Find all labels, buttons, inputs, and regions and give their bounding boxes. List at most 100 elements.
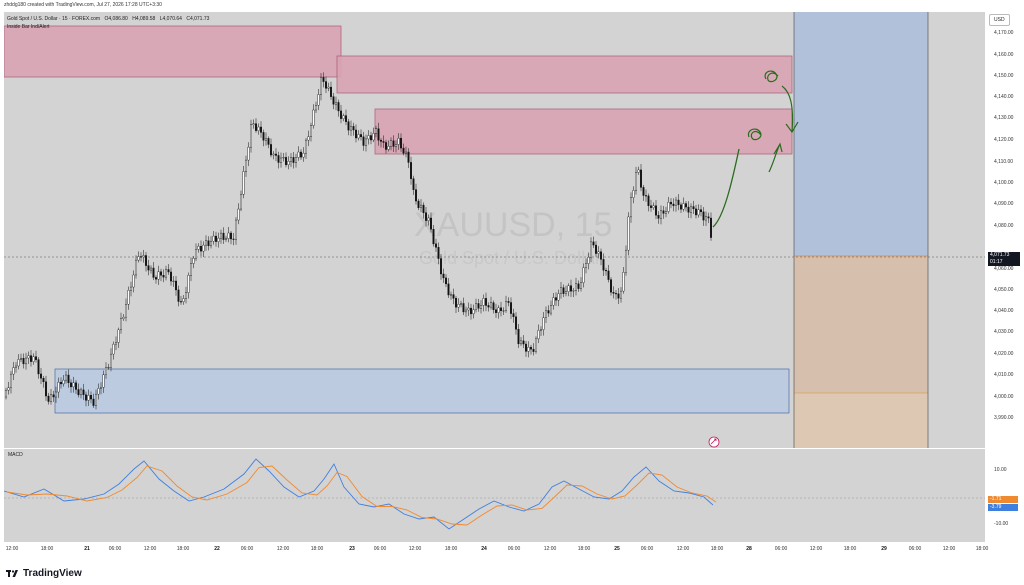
candle-body <box>672 203 675 206</box>
candle-body <box>142 255 145 258</box>
candle-body <box>477 303 480 309</box>
chart-credit: zhddg180 created with TradingView.com, J… <box>4 2 162 8</box>
price-axis-tick: 4,150.00 <box>994 73 1014 79</box>
candle-body <box>390 140 393 147</box>
stop-zone-lower <box>794 393 928 448</box>
candle-body <box>457 304 460 308</box>
symbol-name[interactable]: Gold Spot / U.S. Dollar · 15 · FOREX.com <box>7 16 101 22</box>
candle-body <box>570 285 573 292</box>
candle-body <box>520 340 523 345</box>
candle-body <box>397 137 400 145</box>
candle-body <box>645 195 648 197</box>
macd-pane[interactable] <box>4 449 985 542</box>
candle-body <box>157 271 160 280</box>
candle-body <box>154 277 157 280</box>
price-axis[interactable] <box>986 12 1024 542</box>
currency-button[interactable]: USD <box>989 14 1010 26</box>
symbol-info: Gold Spot / U.S. Dollar · 15 · FOREX.com… <box>7 16 212 22</box>
candle-body <box>562 287 565 294</box>
candle-body <box>209 240 212 247</box>
candle-body <box>129 286 132 291</box>
candle-body <box>377 128 380 141</box>
candle-body <box>270 144 273 156</box>
time-axis-tick: 12:00 <box>276 546 290 552</box>
candle-body <box>592 241 595 246</box>
last-price-value: 4,071.73 <box>990 252 1010 258</box>
candle-body <box>87 395 90 401</box>
candle-body <box>362 136 365 146</box>
candle-body <box>357 134 360 139</box>
candle-body <box>565 291 568 294</box>
candle-body <box>420 204 423 208</box>
ohlc-close: C4,071.73 <box>186 16 210 22</box>
candle-body <box>675 199 678 206</box>
candle-body <box>224 238 227 240</box>
candle-body <box>242 171 245 195</box>
candle-body <box>632 190 635 198</box>
handwritten-arrow-1 <box>768 142 783 173</box>
candle-body <box>590 241 593 258</box>
candle-body <box>702 211 705 221</box>
candle-body <box>320 77 323 95</box>
price-chart-canvas[interactable] <box>4 12 985 448</box>
candle-body <box>347 121 350 131</box>
candle-body <box>545 310 548 318</box>
candle-body <box>587 257 590 264</box>
candle-body <box>139 256 142 258</box>
candle-body <box>202 244 205 252</box>
candle-body <box>247 146 250 161</box>
candle-body <box>575 283 578 291</box>
ohlc-open: O4,086.80 <box>104 16 128 22</box>
candle-body <box>462 303 465 313</box>
candle-body <box>430 217 433 230</box>
candle-body <box>642 187 645 196</box>
candle-body <box>680 204 683 210</box>
candle-body <box>535 338 538 352</box>
candle-body <box>595 244 598 254</box>
price-chart-pane[interactable]: XAUUSD, 15 Gold Spot / U.S. Dollar <box>4 12 985 448</box>
footer-brand[interactable]: TradingView <box>6 566 82 580</box>
candle-body <box>427 217 430 221</box>
candle-body <box>337 102 340 112</box>
candle-body <box>42 378 45 383</box>
candle-body <box>60 381 63 385</box>
candle-body <box>552 297 555 306</box>
candle-body <box>109 353 112 368</box>
candle-body <box>572 290 575 292</box>
price-axis-tick: 4,060.00 <box>994 266 1014 272</box>
bar-countdown: 01:17 <box>990 259 1003 265</box>
candle-body <box>365 138 368 146</box>
macd-canvas[interactable] <box>4 449 985 542</box>
candle-body <box>445 277 448 285</box>
candle-body <box>162 275 165 278</box>
candle-body <box>450 294 453 296</box>
time-axis-tick: 25 <box>614 546 620 552</box>
candle-body <box>652 205 655 208</box>
candle-body <box>437 247 440 259</box>
candle-body <box>30 355 33 362</box>
indicator-label[interactable]: Inside Bar Ind/Alert <box>7 24 50 30</box>
candle-body <box>340 110 343 119</box>
candle-body <box>670 201 673 205</box>
candle-body <box>435 243 438 248</box>
candle-body <box>710 217 713 238</box>
candle-body <box>152 267 155 278</box>
candle-body <box>62 379 65 385</box>
candle-body <box>387 146 390 150</box>
candle-body <box>355 129 358 139</box>
macd-label[interactable]: MACD <box>8 452 23 458</box>
macd-axis-tick: 10.00 <box>994 467 1007 473</box>
candle-body <box>249 124 252 148</box>
candle-body <box>627 216 630 251</box>
candle-body <box>22 358 25 365</box>
candle-body <box>197 245 200 250</box>
candle-body <box>637 169 640 173</box>
candle-body <box>189 263 192 276</box>
candle-body <box>547 310 550 314</box>
magnet-icon[interactable] <box>708 436 720 448</box>
candle-body <box>485 298 488 306</box>
candle-body <box>487 305 490 308</box>
candle-body <box>367 135 370 140</box>
candle-body <box>515 316 518 330</box>
candle-body <box>502 310 505 312</box>
